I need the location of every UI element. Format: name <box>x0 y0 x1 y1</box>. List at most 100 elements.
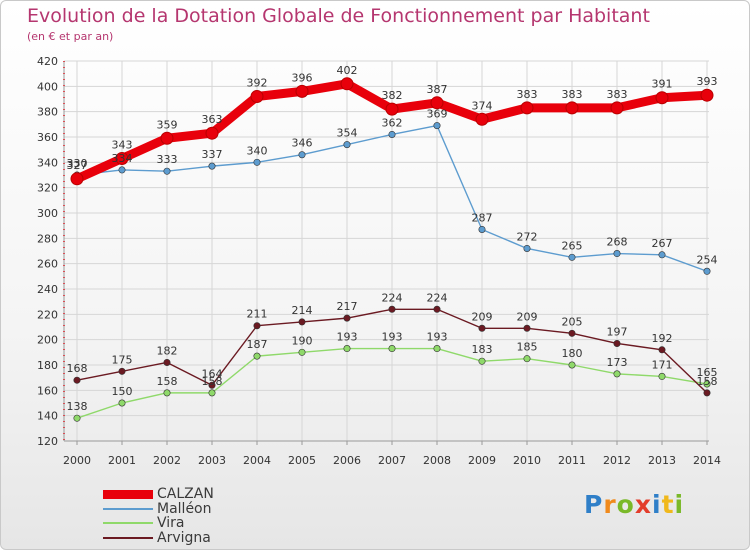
data-label-malléon: 268 <box>607 236 628 249</box>
data-point-vira <box>478 357 486 365</box>
data-label-calzan: 396 <box>292 71 313 84</box>
data-point-vira <box>703 380 711 388</box>
data-point-calzan <box>205 126 219 140</box>
y-tick-label: 180 <box>37 359 58 372</box>
x-tick-label: 2009 <box>468 454 496 467</box>
proxiti-logo: Proxiti <box>584 490 685 519</box>
data-point-calzan <box>610 101 624 115</box>
x-tick-label: 2007 <box>378 454 406 467</box>
data-label-calzan: 383 <box>562 88 583 101</box>
legend-item-calzan: CALZAN <box>103 487 214 501</box>
data-label-vira: 183 <box>472 343 493 356</box>
data-label-vira: 158 <box>157 375 178 388</box>
legend-swatch <box>103 522 153 524</box>
data-point-arvigna <box>298 318 306 326</box>
data-label-vira: 171 <box>652 358 673 371</box>
data-point-arvigna <box>73 376 81 384</box>
data-label-malléon: 340 <box>247 144 268 157</box>
data-point-calzan <box>655 91 669 105</box>
data-label-arvigna: 182 <box>157 344 178 357</box>
data-point-arvigna <box>658 346 666 354</box>
data-point-calzan <box>250 89 264 103</box>
data-point-vira <box>433 345 441 353</box>
data-label-vira: 150 <box>112 385 133 398</box>
data-label-calzan: 387 <box>427 83 448 96</box>
data-point-malléon <box>298 151 306 159</box>
data-point-arvigna <box>523 324 531 332</box>
data-label-arvigna: 211 <box>247 308 268 321</box>
data-label-malléon: 362 <box>382 116 403 129</box>
data-label-malléon: 346 <box>292 137 313 150</box>
x-tick-label: 2013 <box>648 454 676 467</box>
data-point-malléon <box>658 251 666 259</box>
data-label-calzan: 392 <box>247 76 268 89</box>
data-point-vira <box>613 370 621 378</box>
y-tick-label: 300 <box>37 207 58 220</box>
data-point-calzan <box>70 172 84 186</box>
x-tick-label: 2003 <box>198 454 226 467</box>
data-point-calzan <box>385 102 399 116</box>
data-label-arvigna: 158 <box>697 375 718 388</box>
y-tick-label: 200 <box>37 334 58 347</box>
y-tick-label: 240 <box>37 283 58 296</box>
data-point-malléon <box>253 158 261 166</box>
data-label-malléon: 267 <box>652 237 673 250</box>
data-label-vira: 185 <box>517 341 538 354</box>
data-label-calzan: 327 <box>67 159 88 172</box>
data-label-calzan: 393 <box>697 75 718 88</box>
legend-label: Arvigna <box>157 530 211 546</box>
data-label-calzan: 343 <box>112 139 133 152</box>
data-label-calzan: 359 <box>157 118 178 131</box>
data-label-calzan: 382 <box>382 89 403 102</box>
data-point-arvigna <box>703 389 711 397</box>
data-point-malléon <box>568 253 576 261</box>
x-tick-label: 2011 <box>558 454 586 467</box>
data-point-arvigna <box>343 314 351 322</box>
data-label-malléon: 354 <box>337 127 358 140</box>
data-label-arvigna: 217 <box>337 300 358 313</box>
data-label-arvigna: 168 <box>67 362 88 375</box>
data-label-arvigna: 175 <box>112 353 133 366</box>
data-point-vira <box>118 399 126 407</box>
data-label-malléon: 333 <box>157 153 178 166</box>
data-point-vira <box>253 352 261 360</box>
data-point-vira <box>73 414 81 422</box>
legend-label: Vira <box>157 515 185 531</box>
legend-item-vira: Vira <box>103 516 185 530</box>
data-label-malléon: 337 <box>202 148 223 161</box>
data-point-calzan <box>475 112 489 126</box>
data-point-vira <box>568 361 576 369</box>
legend-swatch <box>103 537 153 539</box>
data-point-calzan <box>700 88 714 102</box>
y-tick-label: 320 <box>37 182 58 195</box>
data-label-calzan: 383 <box>517 88 538 101</box>
x-tick-label: 2006 <box>333 454 361 467</box>
data-label-arvigna: 164 <box>202 367 223 380</box>
data-label-malléon: 330 <box>67 157 88 170</box>
x-tick-label: 2002 <box>153 454 181 467</box>
data-label-malléon: 265 <box>562 239 583 252</box>
data-point-arvigna <box>118 367 126 375</box>
data-point-calzan <box>160 131 174 145</box>
axes: 120 140 160 180 200 220 240 260 280 300 320 340 360 3… <box>37 55 721 467</box>
grid-lines <box>64 60 709 442</box>
data-point-malléon <box>163 167 171 175</box>
data-label-vira: 180 <box>562 347 583 360</box>
data-point-malléon <box>703 267 711 275</box>
data-point-calzan <box>430 96 444 110</box>
data-point-calzan <box>115 152 129 166</box>
data-point-vira <box>388 345 396 353</box>
data-label-vira: 158 <box>202 375 223 388</box>
data-label-malléon: 272 <box>517 230 538 243</box>
data-point-vira <box>523 355 531 363</box>
x-tick-label: 2000 <box>63 454 91 467</box>
data-point-malléon <box>388 130 396 138</box>
data-point-malléon <box>523 244 531 252</box>
data-label-arvigna: 192 <box>652 332 673 345</box>
data-point-vira <box>208 389 216 397</box>
data-label-arvigna: 214 <box>292 304 313 317</box>
data-label-arvigna: 209 <box>472 310 493 323</box>
data-point-arvigna <box>208 381 216 389</box>
data-label-vira: 187 <box>247 338 268 351</box>
